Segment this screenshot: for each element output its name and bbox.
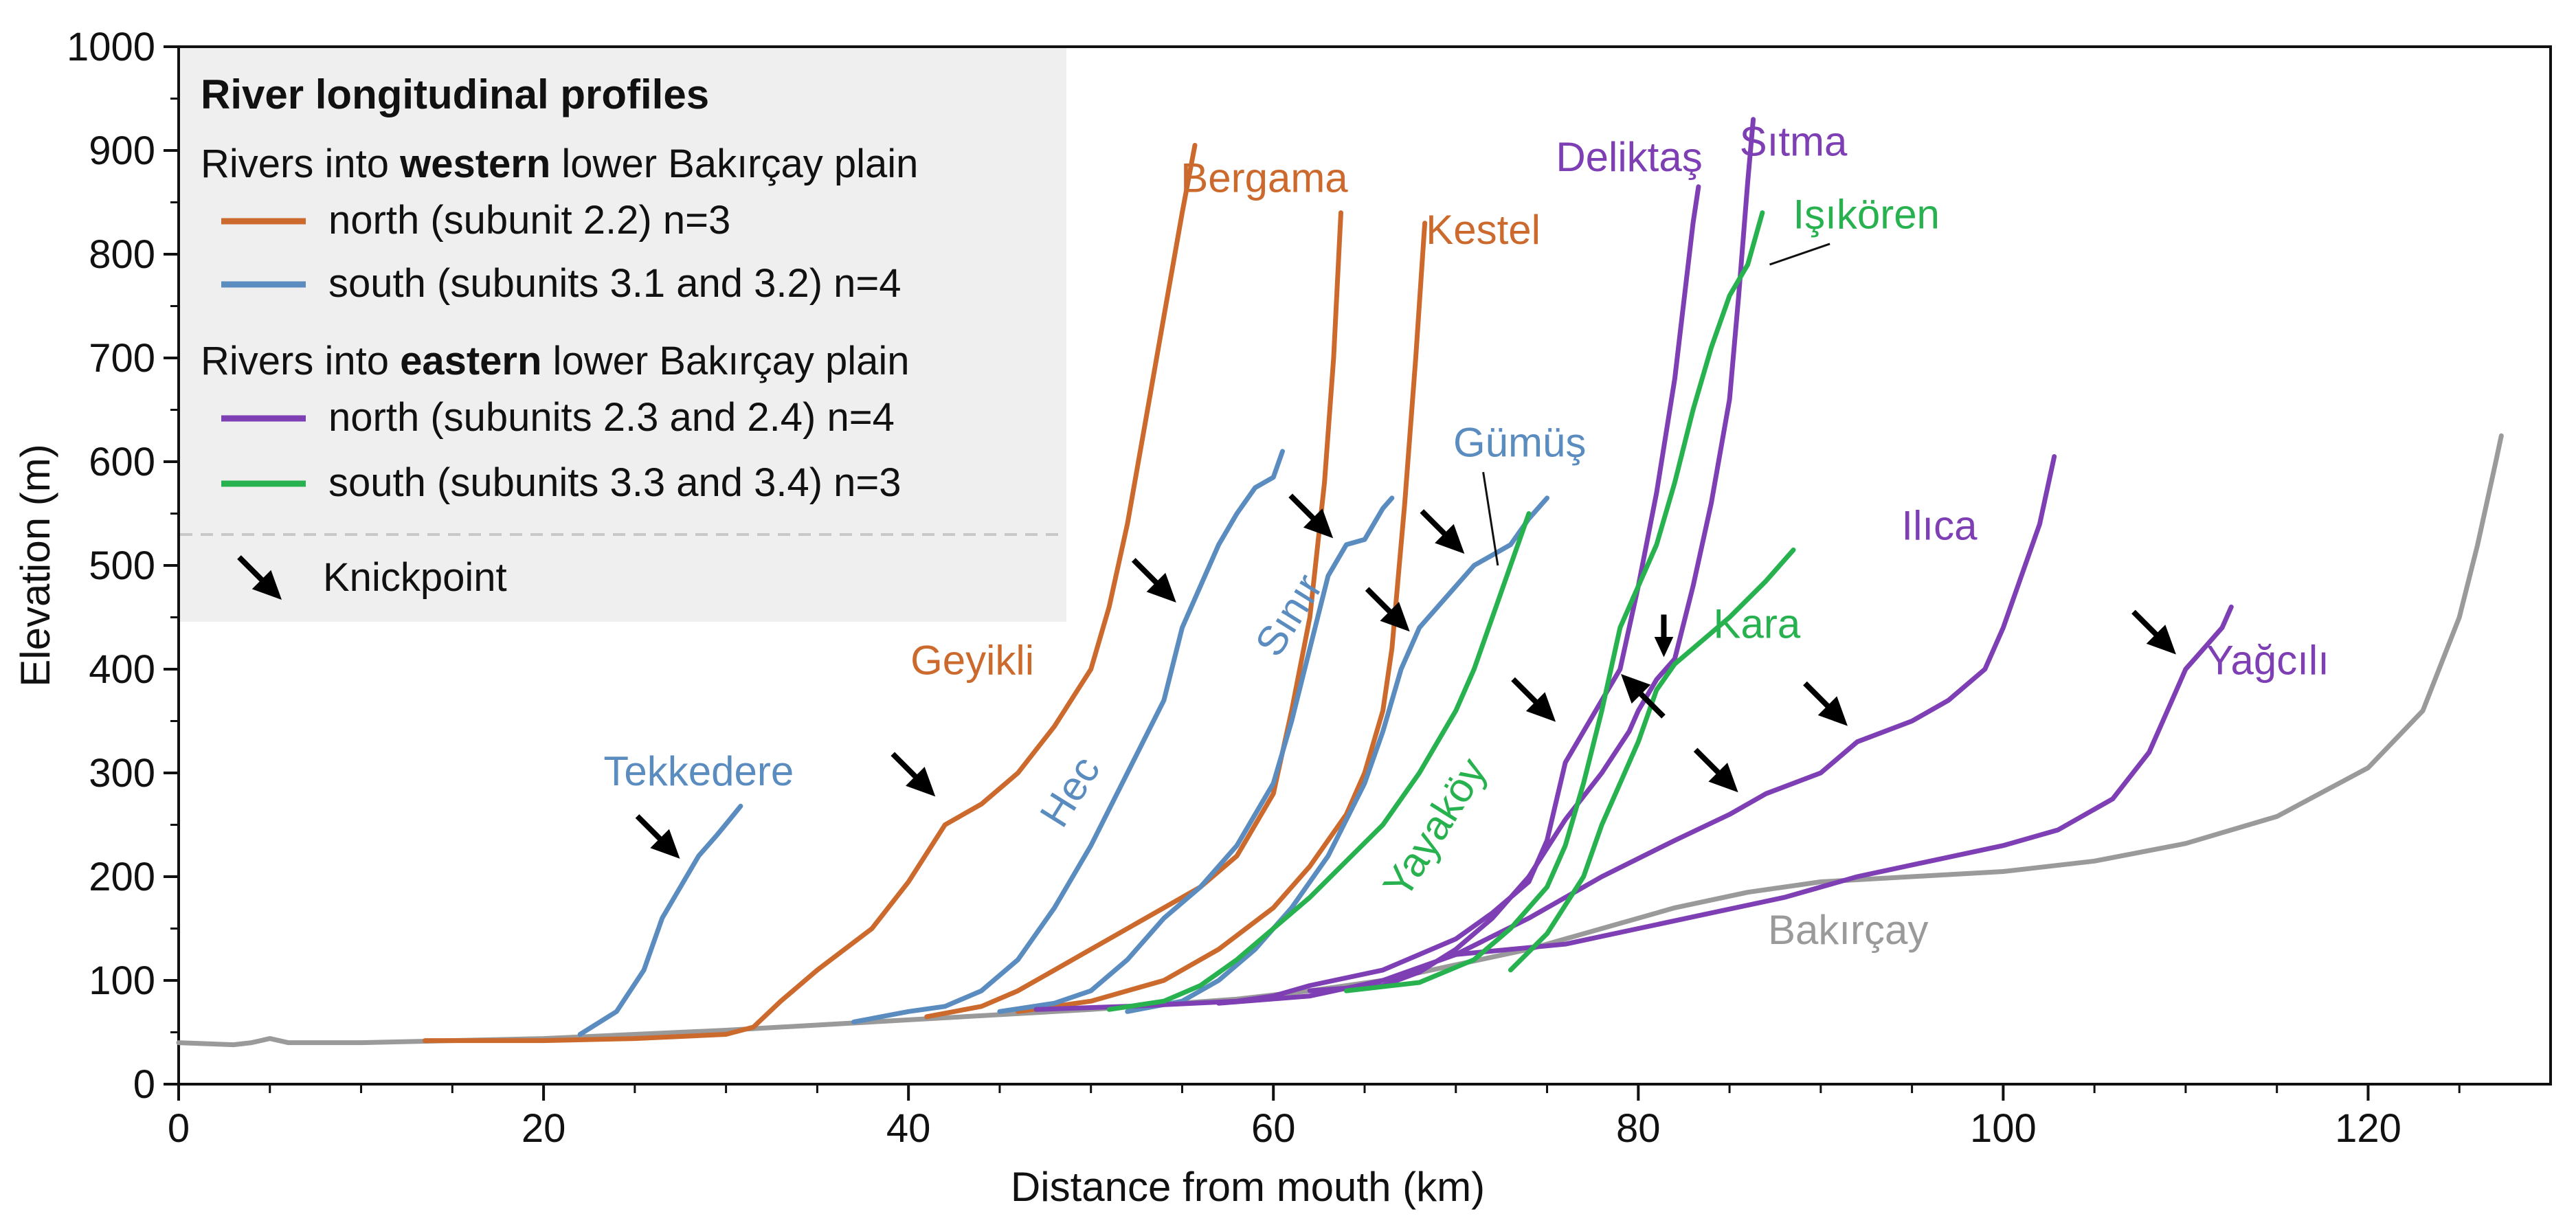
x-tick-label: 0 [168, 1106, 190, 1151]
knickpoint-arrow-delikta--head [1525, 692, 1556, 722]
legend-knickpoint-label: Knickpoint [323, 555, 507, 600]
y-tick-label: 400 [89, 647, 155, 692]
series-line-kara [1508, 547, 1796, 973]
knickpoint-arrow-kara-head [1654, 637, 1674, 658]
legend-entry-es: south (subunits 3.3 and 3.4) n=3 [328, 460, 901, 505]
knickpoint-arrow-kara [1654, 614, 1674, 658]
legend-eastern-heading-prefix: Rivers into [201, 339, 400, 383]
series-label-geyikli: Geyikli [910, 638, 1034, 684]
series-label-kara: Kara [1714, 601, 1801, 647]
series-line-ya-c-l- [1453, 604, 2234, 957]
x-axis-title: Distance from mouth (km) [1011, 1164, 1485, 1210]
series-label-il-ca: Ilıca [1901, 502, 1978, 548]
series-label-delikta-: Deliktaş [1556, 134, 1702, 180]
y-tick-label: 200 [89, 855, 155, 899]
series-label-s-tma: Sıtma [1740, 119, 1848, 165]
knickpoint-arrow-il-ca-head [1817, 696, 1848, 726]
series-line-g-m- [1125, 495, 1549, 1014]
legend-eastern-heading-suffix: lower Bakırçay plain [541, 339, 909, 383]
knickpoint-arrow-g-m-lower-head [1380, 602, 1410, 632]
legend-background [180, 48, 1066, 622]
knickpoint-arrow-s-tma-head [1708, 763, 1738, 793]
y-tick-label: 300 [89, 751, 155, 796]
x-tick-label: 80 [1616, 1106, 1661, 1151]
knickpoint-arrow-s-n-r-head [1303, 508, 1334, 539]
knickpoint-arrow-i-k-ren-head [1620, 673, 1651, 704]
legend-western-heading-suffix: lower Bakırçay plain [550, 142, 918, 186]
legend-eastern-heading: Rivers into eastern lower Bakırçay plain [201, 339, 910, 383]
knickpoint-arrow-tekkedere [635, 814, 680, 859]
series-line-il-ca [1216, 454, 2057, 1006]
isikoren-leader-line [1769, 243, 1830, 266]
knickpoint-arrow-delikta- [1511, 677, 1556, 722]
knickpoint-arrow-geyikli [891, 752, 936, 797]
knickpoint-arrow-g-m-lower [1365, 587, 1410, 632]
series-line-s-n-r [997, 495, 1395, 1014]
y-tick-label: 500 [89, 543, 155, 588]
x-tick-label: 40 [886, 1106, 931, 1151]
legend-western-heading-prefix: Rivers into [201, 142, 400, 186]
series-line-i-k-ren [1343, 210, 1765, 993]
legend-entry-en: north (subunits 2.3 and 2.4) n=4 [328, 395, 895, 440]
series-label-bergama: Bergama [1180, 155, 1348, 201]
knickpoint-arrow-hec-head [1146, 572, 1176, 603]
legend-eastern-heading-bold: eastern [400, 339, 541, 383]
knickpoint-arrow-ya-c-l- [2131, 609, 2176, 655]
series-line-yayak-y [1106, 511, 1532, 1012]
series-line-hec [851, 449, 1285, 1024]
gumus-leader-line [1482, 471, 1499, 566]
knickpoint-arrow-tekkedere-head [650, 829, 680, 859]
series-line-tekkedere [577, 803, 743, 1037]
series-label-ya-c-l-: Yağcılı [2206, 638, 2329, 684]
legend-knickpoint-arrow [237, 555, 282, 600]
knickpoint-arrow-i-k-ren [1620, 673, 1666, 719]
legend-title: River longitudinal profiles [201, 71, 709, 117]
series-label-yayak-y: Yayaköy [1374, 750, 1495, 906]
series-label-g-m-: Gümüş [1453, 419, 1586, 465]
y-tick-label: 800 [89, 232, 155, 277]
knickpoint-arrow-s-n-r [1288, 493, 1334, 539]
series-label-i-k-ren: Işıkören [1793, 191, 1940, 237]
series-label-kestel: Kestel [1426, 207, 1541, 253]
legend-entry-wn: north (subunit 2.2) n=3 [328, 198, 730, 243]
legend-entry-ws: south (subunits 3.1 and 3.2) n=4 [328, 261, 901, 306]
knickpoint-arrow-s-tma [1693, 748, 1738, 793]
y-tick-label: 0 [133, 1062, 155, 1107]
series-label-hec: Hec [1031, 748, 1108, 835]
x-tick-label: 20 [522, 1106, 566, 1151]
knickpoint-arrow-ya-c-l--head [2146, 625, 2176, 655]
y-tick-label: 100 [89, 958, 155, 1003]
legend-western-heading: Rivers into western lower Bakırçay plain [201, 142, 918, 186]
knickpoint-arrow-hec [1131, 558, 1176, 603]
x-tick-label: 120 [2335, 1106, 2401, 1151]
series-line-delikta- [1033, 184, 1701, 1012]
y-tick-label: 600 [89, 440, 155, 484]
legend-knickpoint-arrow-head [251, 570, 282, 600]
y-axis-title: Elevation (m) [12, 444, 58, 686]
series-line-geyikli [423, 143, 1198, 1044]
series-line-kestel [1016, 221, 1428, 1014]
x-tick-label: 100 [1970, 1106, 2037, 1151]
y-tick-label: 700 [89, 336, 155, 381]
knickpoint-arrow-g-m--head [1435, 524, 1465, 554]
knickpoint-arrow-il-ca [1803, 681, 1848, 726]
knickpoint-arrow-g-m- [1420, 509, 1465, 554]
x-tick-label: 60 [1251, 1106, 1296, 1151]
y-tick-label: 900 [89, 128, 155, 173]
y-tick-label: 1000 [67, 25, 155, 69]
knickpoint-arrow-geyikli-head [906, 767, 936, 797]
series-line-s-tma [1307, 117, 1756, 993]
legend-western-heading-bold: western [399, 142, 550, 186]
series-label-tekkedere: Tekkedere [603, 748, 794, 794]
series-label-bak-r-ay: Bakırçay [1768, 907, 1928, 953]
